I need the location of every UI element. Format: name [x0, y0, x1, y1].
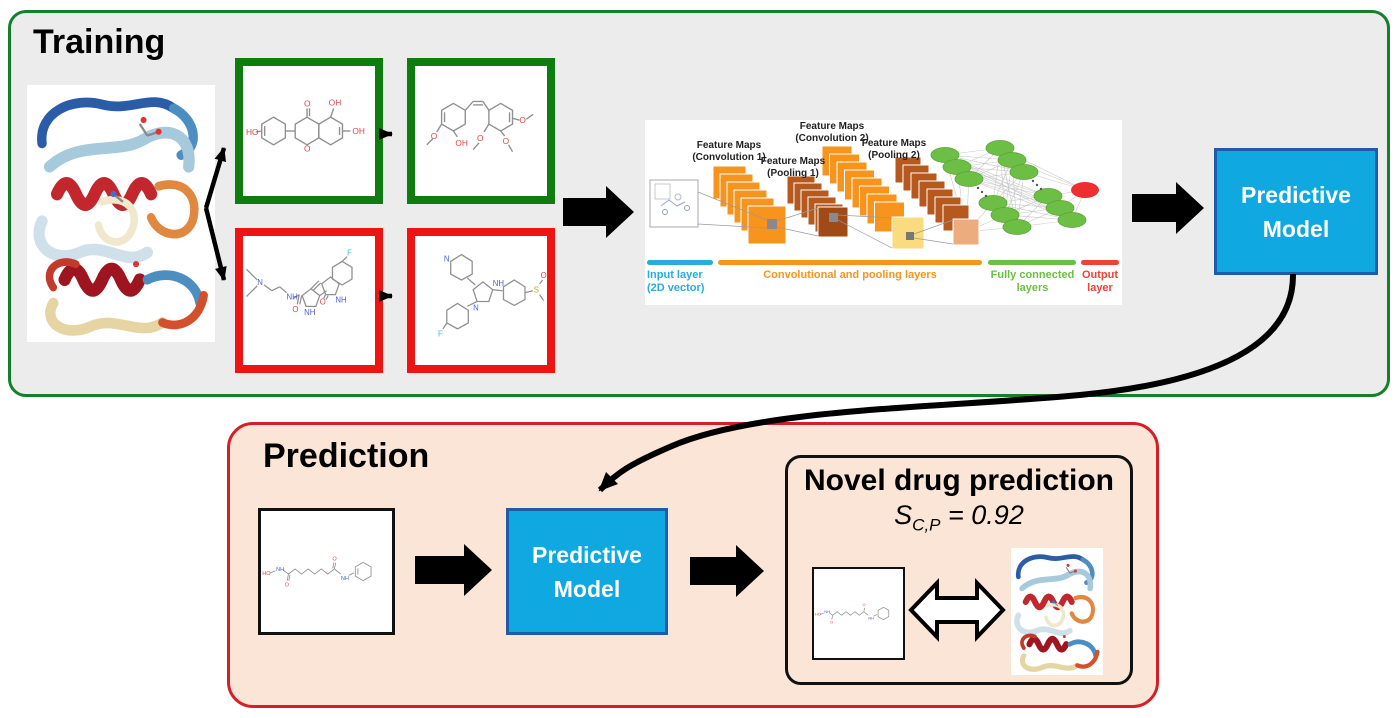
feature-maaps-pool2-label: Feature Maps (Pooling 2)	[861, 138, 927, 161]
predictive-model-label-line2: Model	[553, 575, 621, 602]
protein-structure-image	[27, 85, 215, 342]
positive-molecule-box-2: O OH O O O	[407, 58, 555, 204]
svg-text:NH: NH	[304, 308, 315, 317]
molecule-negative-2-icon: N NH N F S O	[438, 253, 547, 339]
svg-text:O: O	[332, 556, 337, 562]
molecule-query-icon: HO NH O O NH	[262, 556, 372, 589]
query-molecule-box: HO NH O O NH	[258, 508, 395, 635]
svg-text:HO: HO	[246, 127, 259, 137]
score-value: = 0.92	[940, 500, 1024, 530]
svg-text:O: O	[503, 136, 510, 146]
svg-text:N: N	[473, 303, 479, 312]
novel-drug-prediction-box: Novel drug prediction SC,P = 0.92 HO	[785, 455, 1133, 685]
protein-ribbon-icon	[27, 85, 215, 342]
legend-bar-conv	[718, 260, 982, 265]
svg-text:NH: NH	[493, 279, 504, 288]
score-subscript: C,P	[912, 515, 941, 535]
training-title: Training	[33, 23, 166, 61]
positive-molecule-box-1: HO O O OH OH	[235, 58, 383, 204]
svg-text:O: O	[431, 131, 438, 141]
score-symbol: S	[894, 500, 913, 530]
svg-text:O: O	[830, 620, 833, 625]
legend-bar-fc	[988, 260, 1076, 265]
novel-protein-structure-image	[1011, 548, 1103, 675]
svg-text:OH: OH	[455, 138, 468, 148]
svg-text:O: O	[292, 305, 298, 314]
novel-prediction-title: Novel drug prediction	[803, 464, 1115, 497]
svg-text:NH: NH	[868, 615, 874, 620]
molecule-negative-1-icon: N NH O NH O NH F	[246, 249, 353, 317]
legend-conv-label: Convolutional and pooling layers	[763, 269, 937, 281]
predictive-model-label-line1: Predictive	[532, 541, 642, 568]
svg-text:F: F	[438, 330, 443, 339]
svg-text:HO: HO	[262, 571, 271, 577]
svg-text:O: O	[320, 297, 326, 306]
svg-text:O: O	[863, 602, 866, 607]
negative-molecule-box-1: N NH O NH O NH F	[235, 228, 383, 373]
feature-maps-conv2-label: Feature Maps (Convolution 2)	[795, 121, 869, 144]
predictive-model-box-prediction: Predictive Model	[506, 508, 668, 635]
svg-text:O: O	[304, 144, 311, 154]
svg-text:N: N	[444, 254, 450, 263]
svg-text:HO: HO	[815, 612, 821, 617]
cnn-layers-graphic	[697, 140, 1099, 250]
novel-molecule-box: HO NH O O NH	[812, 567, 905, 660]
svg-text:OH: OH	[352, 126, 365, 136]
legend-bar-input	[647, 260, 713, 265]
predictive-model-label-line1: Predictive	[1241, 181, 1351, 208]
protein-ribbon-icon	[1011, 548, 1103, 675]
prediction-title: Prediction	[263, 437, 430, 475]
svg-text:NH: NH	[824, 609, 830, 614]
feature-maps-pool1-label: Feature Maps (Pooling 1)	[760, 156, 826, 179]
legend-output-label: Output layer	[1081, 269, 1119, 294]
legend-bar-output	[1081, 260, 1119, 265]
feature-maps-conv1-label: Feature Maps (Convolution 1)	[692, 140, 766, 163]
svg-text:O: O	[477, 133, 484, 143]
cnn-graphic	[649, 140, 1099, 250]
molecule-positive-1-icon: HO O O OH OH	[246, 97, 365, 154]
svg-text:F: F	[347, 249, 352, 258]
svg-text:NH: NH	[287, 293, 298, 302]
svg-text:NH: NH	[276, 567, 284, 573]
molecule-positive-2-icon: O OH O O O	[426, 100, 534, 153]
svg-text:O: O	[519, 115, 526, 125]
molecule-novel-icon: HO NH O O NH	[815, 602, 890, 625]
svg-text:OH: OH	[329, 97, 342, 107]
svg-text:O: O	[541, 271, 547, 280]
predictive-model-box-training: Predictive Model	[1214, 148, 1378, 275]
cnn-input-box	[649, 179, 699, 228]
similarity-score: SC,P = 0.92	[788, 500, 1130, 535]
svg-text:S: S	[534, 286, 539, 295]
svg-text:O: O	[304, 98, 311, 108]
svg-text:NH: NH	[335, 295, 346, 304]
predictive-model-label-line2: Model	[1262, 215, 1330, 242]
cnn-architecture-figure: Feature Maps (Convolution 1) Feature Maps…	[645, 120, 1122, 305]
svg-text:N: N	[257, 278, 263, 287]
negative-molecule-box-2: N NH N F S O	[407, 228, 555, 373]
svg-text:NH: NH	[341, 576, 349, 582]
svg-text:O: O	[285, 583, 290, 589]
